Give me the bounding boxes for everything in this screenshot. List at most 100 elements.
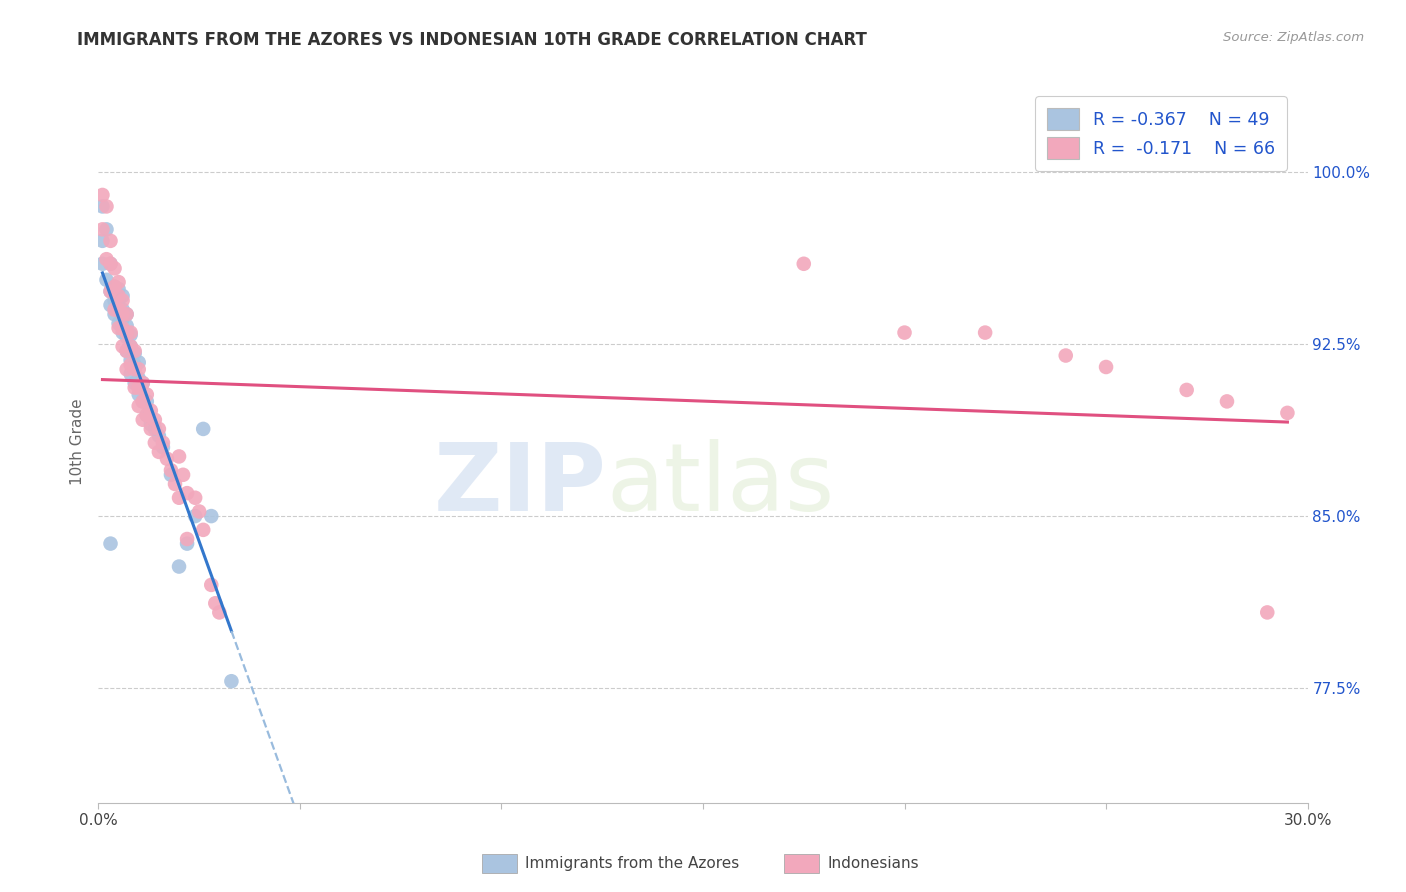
Point (128, 381, 150, 395)
Point (132, 376, 155, 390)
Point (107, 282, 129, 296)
Point (128, 362, 150, 376)
Point (111, 289, 134, 303)
Point (115, 330, 138, 344)
Point (115, 307, 138, 321)
Point (135, 408, 157, 422)
Point (143, 422, 166, 436)
Point (152, 435, 174, 450)
Point (124, 346, 146, 360)
Point (184, 509, 207, 524)
Point (115, 343, 138, 358)
Point (143, 413, 166, 427)
Point (200, 578, 222, 592)
Point (124, 376, 146, 390)
Point (103, 261, 125, 276)
Point (139, 417, 162, 432)
Point (111, 311, 134, 326)
Point (96, 252, 118, 267)
Point (120, 327, 142, 342)
Point (124, 362, 146, 376)
Point (115, 343, 138, 358)
Point (1054, 349, 1077, 363)
Point (111, 321, 134, 335)
Text: Indonesians: Indonesians (827, 856, 920, 871)
Point (111, 302, 134, 317)
Point (132, 376, 155, 390)
Point (135, 394, 157, 409)
Point (139, 403, 162, 417)
Point (128, 387, 150, 401)
Point (132, 394, 155, 409)
Point (111, 326, 134, 340)
Point (124, 358, 146, 372)
Point (120, 367, 142, 381)
Point (100, 257, 122, 271)
Point (148, 422, 170, 436)
Point (193, 523, 215, 537)
Point (184, 491, 207, 505)
Point (160, 463, 183, 477)
Point (160, 467, 183, 482)
Point (124, 381, 146, 395)
Point (107, 275, 129, 289)
Point (152, 440, 174, 454)
Point (91, 234, 114, 248)
Point (91, 257, 114, 271)
Point (135, 387, 157, 401)
Point (103, 307, 125, 321)
Point (103, 302, 125, 317)
Point (176, 532, 198, 546)
Point (128, 371, 150, 385)
Point (111, 339, 134, 353)
Point (120, 353, 142, 368)
Point (120, 339, 142, 353)
Point (107, 317, 129, 331)
Point (793, 257, 815, 271)
Point (156, 451, 179, 466)
Point (120, 339, 142, 353)
Point (107, 293, 129, 308)
Point (107, 321, 129, 335)
Point (107, 289, 129, 303)
Point (91, 199, 114, 213)
Point (200, 509, 222, 524)
Point (1216, 394, 1239, 409)
Point (204, 596, 226, 610)
Point (107, 302, 129, 317)
Point (96, 222, 118, 236)
Point (139, 422, 162, 436)
Point (167, 450, 190, 464)
Point (208, 606, 231, 620)
Point (100, 285, 122, 299)
Point (893, 326, 915, 340)
Legend: R = -0.367    N = 49, R =  -0.171    N = 66: R = -0.367 N = 49, R = -0.171 N = 66 (1035, 96, 1286, 170)
Point (221, 674, 243, 689)
Point (135, 408, 157, 422)
Point (103, 279, 125, 293)
Point (120, 326, 142, 340)
Point (132, 394, 155, 409)
Point (1256, 606, 1278, 620)
Point (115, 318, 138, 333)
Point (103, 293, 125, 308)
Point (128, 355, 150, 369)
Text: IMMIGRANTS FROM THE AZORES VS INDONESIAN 10TH GRADE CORRELATION CHART: IMMIGRANTS FROM THE AZORES VS INDONESIAN… (77, 31, 868, 49)
Point (148, 429, 170, 443)
Point (167, 491, 190, 505)
Point (163, 477, 186, 491)
Point (143, 435, 166, 450)
Point (128, 399, 150, 413)
Point (176, 486, 198, 500)
Point (148, 445, 170, 459)
Point (132, 413, 155, 427)
Point (100, 257, 122, 271)
Point (91, 188, 114, 202)
Point (193, 422, 215, 436)
Point (103, 279, 125, 293)
Text: atlas: atlas (606, 439, 835, 531)
Point (974, 326, 997, 340)
Point (167, 559, 190, 574)
Point (115, 326, 138, 340)
Point (111, 307, 134, 321)
